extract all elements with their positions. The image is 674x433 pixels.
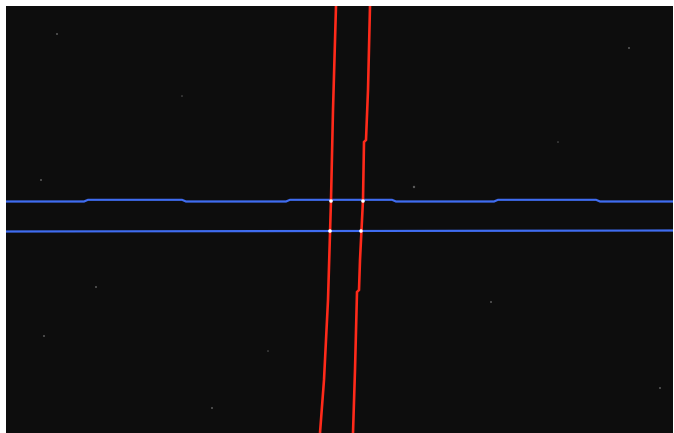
left-red-line xyxy=(318,5,338,433)
intersection-points xyxy=(328,199,365,233)
dark-background xyxy=(6,6,673,433)
lower-blue-line xyxy=(5,229,674,233)
upper-blue-line xyxy=(6,198,673,203)
background-specks xyxy=(40,33,661,409)
